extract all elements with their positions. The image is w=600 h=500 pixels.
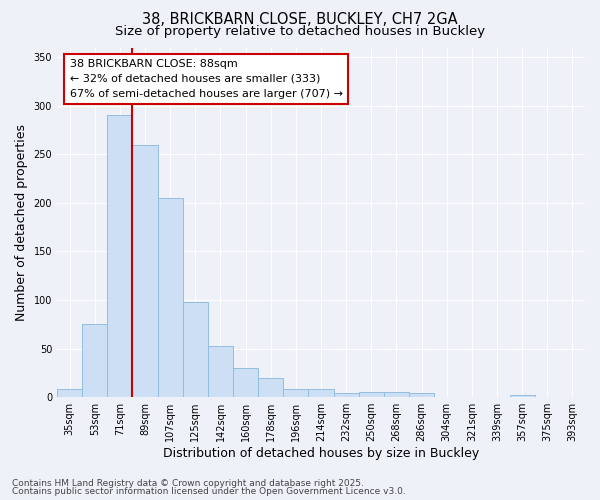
- Bar: [183, 302, 208, 397]
- Bar: [258, 378, 283, 397]
- Bar: [107, 116, 133, 397]
- X-axis label: Distribution of detached houses by size in Buckley: Distribution of detached houses by size …: [163, 447, 479, 460]
- Bar: [509, 396, 535, 397]
- Text: Contains public sector information licensed under the Open Government Licence v3: Contains public sector information licen…: [12, 487, 406, 496]
- Text: Size of property relative to detached houses in Buckley: Size of property relative to detached ho…: [115, 25, 485, 38]
- Text: 38, BRICKBARN CLOSE, BUCKLEY, CH7 2GA: 38, BRICKBARN CLOSE, BUCKLEY, CH7 2GA: [142, 12, 458, 28]
- Bar: [334, 394, 359, 397]
- Text: Contains HM Land Registry data © Crown copyright and database right 2025.: Contains HM Land Registry data © Crown c…: [12, 478, 364, 488]
- Bar: [158, 198, 183, 397]
- Bar: [208, 346, 233, 397]
- Bar: [283, 390, 308, 397]
- Bar: [359, 392, 384, 397]
- Bar: [308, 390, 334, 397]
- Y-axis label: Number of detached properties: Number of detached properties: [15, 124, 28, 321]
- Bar: [133, 144, 158, 397]
- Bar: [409, 394, 434, 397]
- Bar: [233, 368, 258, 397]
- Bar: [384, 392, 409, 397]
- Bar: [82, 324, 107, 397]
- Text: 38 BRICKBARN CLOSE: 88sqm
← 32% of detached houses are smaller (333)
67% of semi: 38 BRICKBARN CLOSE: 88sqm ← 32% of detac…: [70, 59, 343, 99]
- Bar: [57, 390, 82, 397]
